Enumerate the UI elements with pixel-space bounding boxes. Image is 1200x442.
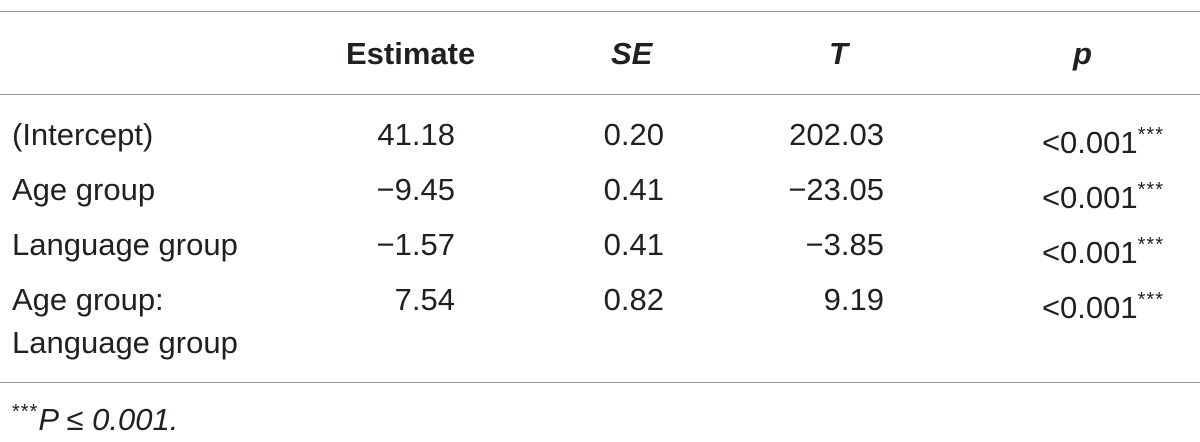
cell-se: 0.20 xyxy=(603,117,664,152)
cell-t: −23.05 xyxy=(788,172,884,207)
cell-estimate: 41.18 xyxy=(377,117,455,152)
table-top-rule xyxy=(0,11,1200,12)
row-label-continued: Language group xyxy=(12,325,238,360)
cell-estimate: −9.45 xyxy=(376,172,455,207)
significance-stars: *** xyxy=(1137,124,1164,146)
table-header-rule xyxy=(0,94,1200,95)
p-value: <0.001 xyxy=(1041,290,1138,325)
cell-se: 0.41 xyxy=(603,172,664,207)
header-se: SE xyxy=(611,36,653,71)
p-value: <0.001 xyxy=(1041,125,1138,160)
p-value: <0.001 xyxy=(1041,180,1138,215)
header-t: T xyxy=(829,36,848,71)
footnote-stars: *** xyxy=(12,401,39,423)
cell-p: <0.001*** xyxy=(1042,225,1164,273)
table-bottom-rule xyxy=(0,382,1200,383)
cell-t: 202.03 xyxy=(789,117,884,152)
cell-p: <0.001*** xyxy=(1042,115,1164,163)
cell-estimate: 7.54 xyxy=(394,282,455,317)
row-label: Language group xyxy=(12,227,238,262)
cell-se: 0.41 xyxy=(603,227,664,262)
cell-t: 9.19 xyxy=(823,282,884,317)
header-p: p xyxy=(1073,36,1092,71)
significance-stars: *** xyxy=(1137,234,1164,256)
row-label: (Intercept) xyxy=(12,117,154,152)
cell-t: −3.85 xyxy=(805,227,884,262)
p-value: <0.001 xyxy=(1041,235,1138,270)
cell-p: <0.001*** xyxy=(1042,170,1164,218)
table-footnote: ***P ≤ 0.001. xyxy=(12,392,178,440)
significance-stars: *** xyxy=(1137,179,1164,201)
footnote-text: P ≤ 0.001. xyxy=(38,402,179,437)
cell-p: <0.001*** xyxy=(1042,280,1164,328)
cell-estimate: −1.57 xyxy=(376,227,455,262)
row-label: Age group: xyxy=(12,282,164,317)
row-label: Age group xyxy=(12,172,156,207)
significance-stars: *** xyxy=(1137,289,1164,311)
header-estimate: Estimate xyxy=(346,36,476,71)
cell-se: 0.82 xyxy=(603,282,664,317)
